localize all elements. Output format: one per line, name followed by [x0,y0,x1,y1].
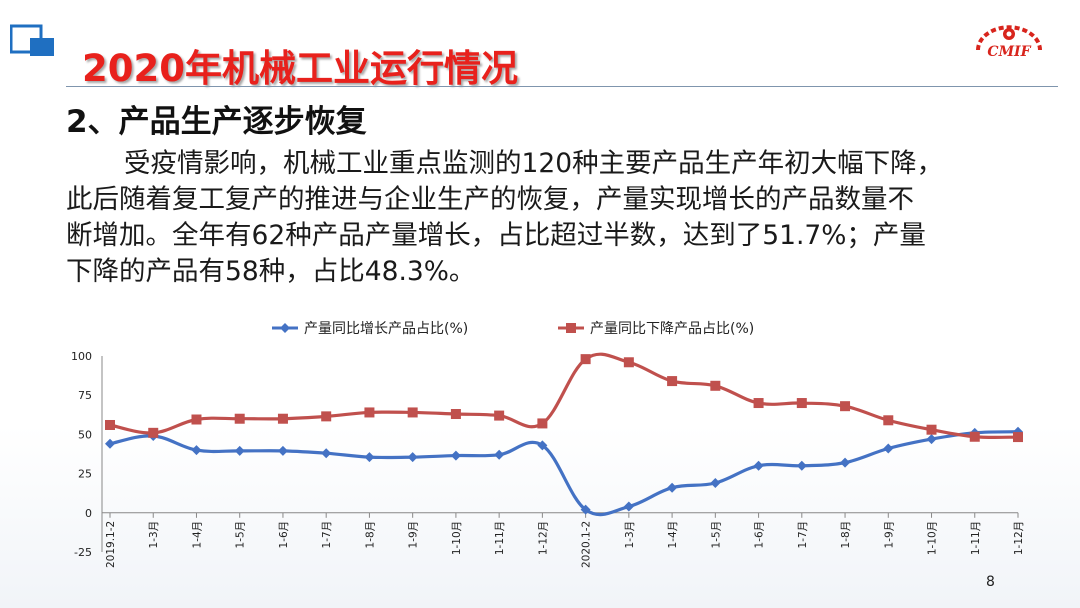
svg-text:CMIF: CMIF [987,44,1031,60]
slide-title: 2020年机械工业运行情况 [82,47,518,90]
x-tick-label: 1-4月 [667,521,679,549]
data-point [494,410,505,421]
legend-label: 产量同比增长产品占比(%) [304,321,468,337]
x-tick-label: 1-3月 [624,521,636,549]
data-point [580,354,591,365]
data-point [234,413,245,424]
data-point [753,460,764,471]
y-tick-label: 50 [78,428,92,441]
data-point [710,380,721,391]
x-tick-label: 2019.1-2 [105,521,117,568]
x-tick-label: 1-7月 [321,521,333,549]
x-tick-label: 1-3月 [148,521,160,549]
data-point [537,440,548,451]
x-tick-label: 1-8月 [364,521,376,549]
x-tick-label: 1-5月 [235,521,247,549]
data-point [407,452,418,463]
data-point [105,438,115,449]
paragraph-line: 断增加。全年有62种产品产量增长，占比超过半数，达到了51.7%；产量 [66,220,926,251]
data-point [926,424,937,435]
data-point [710,478,721,489]
data-point [277,445,288,456]
x-tick-label: 1-6月 [754,521,766,549]
x-tick-label: 1-4月 [191,521,203,549]
x-tick-label: 1-9月 [408,521,420,549]
data-point [796,460,807,471]
y-tick-label: 75 [78,389,92,402]
line-chart: -25 0 25 50 75 100 2019.1-2 1-3月 1-4月 1-5月 1-6月 1-7… [71,321,1025,568]
x-tick-label: 1-10月 [927,521,939,555]
data-point [148,427,159,438]
y-tick-label: 0 [85,507,92,520]
data-point [191,414,202,425]
data-point [191,445,202,456]
legend-marker [566,323,576,333]
data-point [883,443,894,454]
page-number: 8 [986,574,995,590]
data-point [537,418,548,429]
data-point [277,413,288,424]
legend-label: 产量同比下降产品占比(%) [590,321,754,337]
x-tick-label: 1-12月 [1013,521,1025,555]
data-point [667,376,678,387]
data-point [796,398,807,409]
data-point [623,501,634,512]
x-tick-label: 2020.1-2 [581,521,593,568]
data-point [321,448,332,459]
x-tick-label: 1-10月 [451,521,463,555]
title-divider [66,86,1058,87]
series-line-2 [109,352,1019,440]
data-point [450,409,461,420]
paragraph-line: 此后随着复工复产的推进与企业生产的恢复，产量实现增长的产品数量不 [66,184,914,215]
corner-squares-icon [10,24,54,56]
x-tick-label: 1-5月 [710,521,722,549]
data-point [105,419,115,430]
data-point [407,407,418,418]
y-tick-label: -25 [74,546,92,559]
x-tick-label: 1-8月 [840,521,852,549]
paragraph-line: 受疫情影响，机械工业重点监测的120种主要产品生产年初大幅下降， [124,148,944,179]
data-point [1013,432,1023,443]
y-tick-label: 25 [78,468,92,481]
paragraph-line: 下降的产品有58种，占比48.3%。 [66,256,476,287]
data-point [450,450,461,461]
data-point [364,452,375,463]
data-point [926,434,937,445]
section-heading: 2、产品生产逐步恢复 [66,104,367,140]
body-paragraph: 受疫情影响，机械工业重点监测的120种主要产品生产年初大幅下降， 此后随着复工复… [66,146,1056,290]
data-point [623,357,634,368]
x-tick-label: 1-9月 [883,521,895,549]
data-point [1013,426,1023,437]
data-point [883,415,894,426]
series-line-1 [109,430,1019,517]
x-tick-label: 1-11月 [494,521,506,555]
data-point [494,449,505,460]
data-point [234,445,245,456]
cmif-gear-logo: CMIF [976,25,1042,60]
x-tick-label: 1-6月 [278,521,290,549]
data-point [321,411,332,422]
legend-marker [280,323,290,333]
x-tick-label: 1-12月 [537,521,549,555]
data-point [840,457,851,468]
data-point [969,431,980,442]
x-tick-label: 1-11月 [970,521,982,555]
data-point [840,401,851,412]
data-point [364,407,375,418]
data-point [667,482,678,493]
x-tick-label: 1-7月 [797,521,809,549]
data-point [753,398,764,409]
y-tick-label: 100 [71,350,92,363]
data-point [580,504,591,515]
